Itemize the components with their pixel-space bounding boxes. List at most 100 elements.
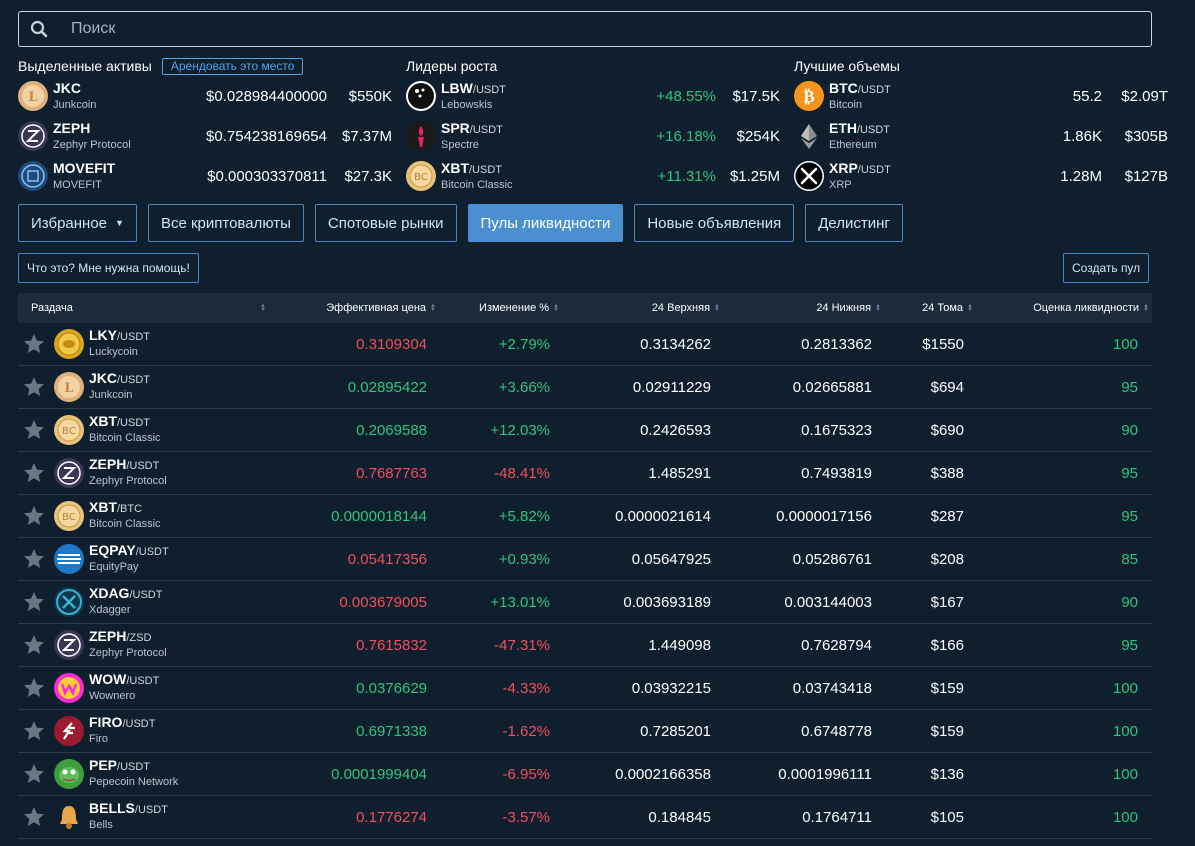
tab-0[interactable]: Избранное ▼	[18, 204, 137, 242]
change-cell: -47.31%	[494, 637, 550, 654]
star-icon[interactable]	[22, 805, 46, 829]
sort-pair-icon[interactable]: ▲ ▼	[260, 303, 266, 313]
table-row[interactable]: LKY/USDT Luckycoin 0.3109304 +2.79% 0.313426…	[18, 323, 1152, 366]
search-bar[interactable]	[18, 11, 1152, 47]
featured-item[interactable]: ZEPH Zephyr Protocol $0.754238169654 $7.37M	[18, 116, 398, 156]
table-row[interactable]: WOW/USDT Wownero 0.0376629 -4.33% 0.03932215…	[18, 667, 1152, 710]
volume-cell: $388	[930, 465, 964, 482]
volume-cell: $105	[930, 809, 964, 826]
tab-2[interactable]: Спотовые рынки	[314, 204, 457, 242]
col-pair[interactable]: Раздача	[31, 302, 73, 314]
pair-symbol: LKY/USDT	[89, 327, 150, 344]
gainers-item[interactable]: BC XBT/USDT Bitcoin Classic +11.31% $1.25M	[406, 156, 786, 196]
col-score[interactable]: Оценка ликвидности ▲ ▼	[1033, 302, 1149, 314]
table-row[interactable]: EQPAY/USDT EquityPay 0.05417356 +0.93% 0.056…	[18, 538, 1152, 581]
gainers-item[interactable]: SPR/USDT Spectre +16.18% $254K	[406, 116, 786, 156]
asset-amount: 55.2	[1072, 87, 1102, 105]
tab-label: Новые объявления	[647, 214, 782, 232]
table-row[interactable]: ZEPH/USDT Zephyr Protocol 0.7687763 -48.41%…	[18, 452, 1152, 495]
table-row[interactable]: FIRO/USDT Firo 0.6971338 -1.62% 0.7285201 0.6…	[18, 710, 1152, 753]
featured-item[interactable]: L JKC Junkcoin $0.028984400000 $550K	[18, 76, 398, 116]
low-cell: 0.6748778	[801, 723, 872, 740]
asset-volume: $2.09T	[1121, 87, 1168, 105]
chevron-down-icon: ▼	[115, 218, 124, 228]
score-cell: 100	[1112, 809, 1138, 826]
col-volume[interactable]: 24 Тома ▲ ▼	[922, 302, 973, 314]
tab-label: Избранное	[31, 214, 108, 232]
tab-label: Пулы ликвидности	[480, 214, 611, 232]
help-button[interactable]: Что это? Мне нужна помощь!	[18, 253, 199, 283]
asset-change: +11.31%	[657, 167, 716, 185]
table-row[interactable]: BC XBT/USDT Bitcoin Classic 0.2069588 +12.03…	[18, 409, 1152, 452]
volumes-item[interactable]: XRP/USDT XRP 1.28M $127B	[794, 156, 1174, 196]
tab-3[interactable]: Пулы ликвидности	[467, 204, 624, 242]
star-icon[interactable]	[22, 504, 46, 528]
col-price[interactable]: Эффективная цена ▲ ▼	[326, 302, 436, 314]
star-icon[interactable]	[22, 762, 46, 786]
change-cell: +3.66%	[498, 379, 550, 396]
volumes-item[interactable]: ₿ BTC/USDT Bitcoin 55.2 $2.09T	[794, 76, 1174, 116]
search-input[interactable]	[57, 12, 1151, 46]
asset-volume: $254K	[736, 127, 780, 145]
star-icon[interactable]	[22, 332, 46, 356]
col-change[interactable]: Изменение % ▲ ▼	[479, 302, 559, 314]
pair-name: Bitcoin Classic	[89, 518, 161, 530]
tab-label: Делистинг	[818, 214, 890, 232]
star-icon[interactable]	[22, 719, 46, 743]
pair-name: Firo	[89, 733, 108, 745]
star-icon[interactable]	[22, 418, 46, 442]
change-cell: -48.41%	[494, 465, 550, 482]
spectre-icon	[406, 121, 436, 151]
volume-cell: $159	[930, 680, 964, 697]
asset-volume: $1.25M	[729, 167, 780, 185]
col-low[interactable]: 24 Нижняя ▲ ▼	[816, 302, 881, 314]
table-row[interactable]: BC XBT/BTC Bitcoin Classic 0.0000018144 +5.8…	[18, 495, 1152, 538]
gainers-item[interactable]: LBW/USDT Lebowskis +48.55% $17.5K	[406, 76, 786, 116]
high-cell: 0.05647925	[631, 551, 711, 568]
price-cell: 0.05417356	[347, 551, 427, 568]
rent-spot-button[interactable]: Арендовать это место	[161, 57, 304, 75]
svg-text:L: L	[64, 381, 73, 396]
asset-name: Ethereum	[829, 138, 877, 151]
asset-name: Spectre	[441, 138, 479, 151]
score-cell: 95	[1121, 379, 1138, 396]
score-cell: 100	[1112, 680, 1138, 697]
price-cell: 0.1776274	[356, 809, 427, 826]
high-cell: 1.485291	[648, 465, 711, 482]
tab-1[interactable]: Все криптовалюты	[147, 204, 304, 242]
star-icon[interactable]	[22, 547, 46, 571]
col-high[interactable]: 24 Верхняя ▲ ▼	[652, 302, 720, 314]
asset-price: $0.754238169654	[206, 127, 327, 145]
tab-4[interactable]: Новые объявления	[634, 204, 795, 242]
table-row[interactable]: BELLS/USDT Bells 0.1776274 -3.57% 0.184845 0.…	[18, 796, 1152, 839]
table-row[interactable]: PEP/USDT Pepecoin Network 0.0001999404 -6.9…	[18, 753, 1152, 796]
pair-name: Bells	[89, 819, 113, 831]
table-row[interactable]: ZEPH/ZSD Zephyr Protocol 0.7615832 -47.31% 1…	[18, 624, 1152, 667]
asset-volume: $550K	[348, 87, 392, 105]
tab-label: Спотовые рынки	[327, 214, 444, 232]
table-row[interactable]: XDAG/USDT Xdagger 0.003679005 +13.01% 0.0036…	[18, 581, 1152, 624]
volume-cell: $208	[930, 551, 964, 568]
asset-symbol: ETH/USDT	[829, 119, 890, 136]
table-row[interactable]: L JKC/USDT Junkcoin 0.02895422 +3.66% 0.02911…	[18, 366, 1152, 409]
star-icon[interactable]	[22, 461, 46, 485]
star-icon[interactable]	[22, 676, 46, 700]
col-score-label: Оценка ликвидности	[1033, 302, 1140, 314]
liquidity-pools-table: Раздача ▲ ▼ Эффективная цена ▲ ▼ Изменение …	[18, 293, 1152, 839]
change-cell: +5.82%	[498, 508, 550, 525]
score-cell: 90	[1121, 594, 1138, 611]
sort-icon: ▲ ▼	[967, 303, 973, 313]
featured-item[interactable]: MOVEFIT MOVEFIT $0.000303370811 $27.3K	[18, 156, 398, 196]
star-icon[interactable]	[22, 375, 46, 399]
ethereum-icon	[794, 121, 824, 151]
asset-change: +48.55%	[656, 87, 716, 105]
star-icon[interactable]	[22, 590, 46, 614]
volumes-item[interactable]: ETH/USDT Ethereum 1.86K $305B	[794, 116, 1174, 156]
low-cell: 0.03743418	[792, 680, 872, 697]
create-pool-button[interactable]: Создать пул	[1063, 253, 1150, 283]
tab-5[interactable]: Делистинг	[805, 204, 903, 242]
asset-volume: $27.3K	[344, 167, 392, 185]
star-icon[interactable]	[22, 633, 46, 657]
col-price-label: Эффективная цена	[326, 302, 427, 314]
movefit-icon	[18, 161, 48, 191]
